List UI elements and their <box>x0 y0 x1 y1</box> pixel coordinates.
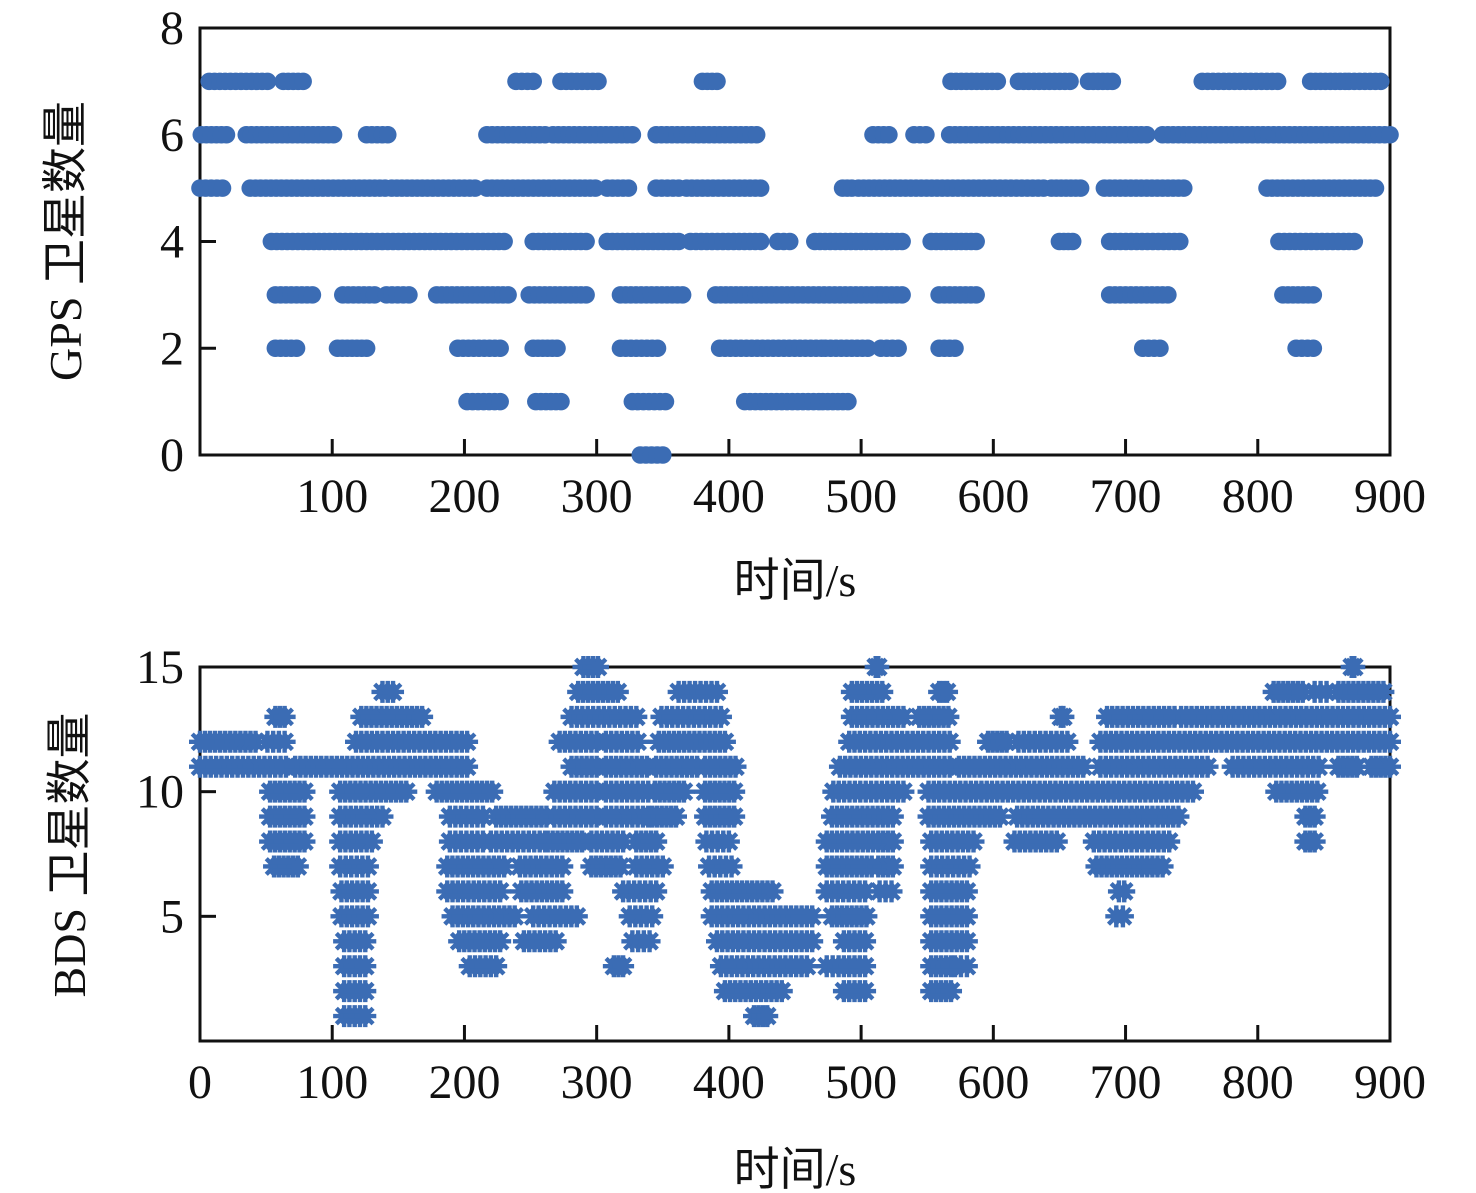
x-tick-label: 100 <box>296 470 368 523</box>
level-10-markers <box>259 781 1328 803</box>
level-14-markers <box>371 681 1394 703</box>
x-tick-label: 300 <box>561 470 633 523</box>
x-tick-label: 900 <box>1354 1056 1426 1109</box>
x-tick-label: 600 <box>957 470 1029 523</box>
x-tick-label: 200 <box>428 1056 500 1109</box>
x-tick-label: 600 <box>957 1056 1029 1109</box>
y-tick-label: 4 <box>160 216 184 269</box>
level-1-markers <box>333 1005 778 1027</box>
x-tick-label: 100 <box>296 1056 368 1109</box>
level-2-markers <box>333 980 962 1002</box>
x-ticks: 100 200 300 400 500 600 700 800 900 <box>198 439 1426 523</box>
y-tick-label: 0 <box>160 429 184 482</box>
x-tick-label: 900 <box>1354 470 1426 523</box>
level-2-markers <box>266 339 1323 358</box>
x-tick-label: 400 <box>693 470 765 523</box>
x-tick-label: 800 <box>1222 1056 1294 1109</box>
level-6-markers <box>330 880 1135 902</box>
y-ticks: 5 10 15 <box>136 641 216 1043</box>
level-9-markers <box>259 806 1326 828</box>
level-4-markers <box>262 232 1364 251</box>
level-3-markers <box>333 955 978 977</box>
level-8-markers <box>259 831 1326 853</box>
x-tick-label: 700 <box>1090 470 1162 523</box>
level-11-markers <box>189 756 1401 778</box>
y-tick-label: 6 <box>160 109 184 162</box>
x-tick-label: 500 <box>825 470 897 523</box>
level-13-markers <box>264 706 1401 728</box>
level-5-markers <box>330 905 1133 927</box>
y-tick-label: 8 <box>160 2 184 55</box>
bds-xaxis-title: 时间/s <box>733 1144 857 1193</box>
level-4-markers <box>333 930 978 952</box>
x-tick-label: 800 <box>1222 470 1294 523</box>
x-tick-label: 0 <box>188 1056 212 1109</box>
level-7-markers <box>263 855 1174 877</box>
y-ticks: 0 2 4 6 8 <box>160 2 216 482</box>
bds-yaxis-title: BDS 卫星数量 <box>44 712 95 998</box>
y-tick-label: 15 <box>136 641 184 694</box>
bds-scatter-plot: 0 100 200 300 400 500 600 700 800 900 5 10 15 <box>136 641 1426 1109</box>
level-1-markers <box>458 392 857 411</box>
x-tick-label: 300 <box>561 1056 633 1109</box>
level-0-markers <box>631 446 672 464</box>
gps-scatter-plot: 100 200 300 400 500 600 700 800 900 0 2 4 6 8 <box>160 2 1426 523</box>
x-tick-label: 400 <box>693 1056 765 1109</box>
x-tick-label: 500 <box>825 1056 897 1109</box>
level-12-markers <box>189 731 1401 753</box>
gps-xaxis-title: 时间/s <box>733 555 857 606</box>
level-6-markers <box>192 125 1399 144</box>
level-7-markers <box>200 72 1390 91</box>
x-ticks: 0 100 200 300 400 500 600 700 800 900 <box>188 1025 1426 1109</box>
x-tick-label: 700 <box>1090 1056 1162 1109</box>
axes-box <box>198 665 1392 1043</box>
gps-yaxis-title: GPS 卫星数量 <box>40 101 91 381</box>
level-3-markers <box>266 286 1323 304</box>
y-tick-label: 10 <box>136 766 184 819</box>
level-5-markers <box>191 179 1385 197</box>
y-tick-label: 2 <box>160 322 184 375</box>
x-tick-label: 200 <box>428 470 500 523</box>
y-tick-label: 5 <box>160 890 184 943</box>
